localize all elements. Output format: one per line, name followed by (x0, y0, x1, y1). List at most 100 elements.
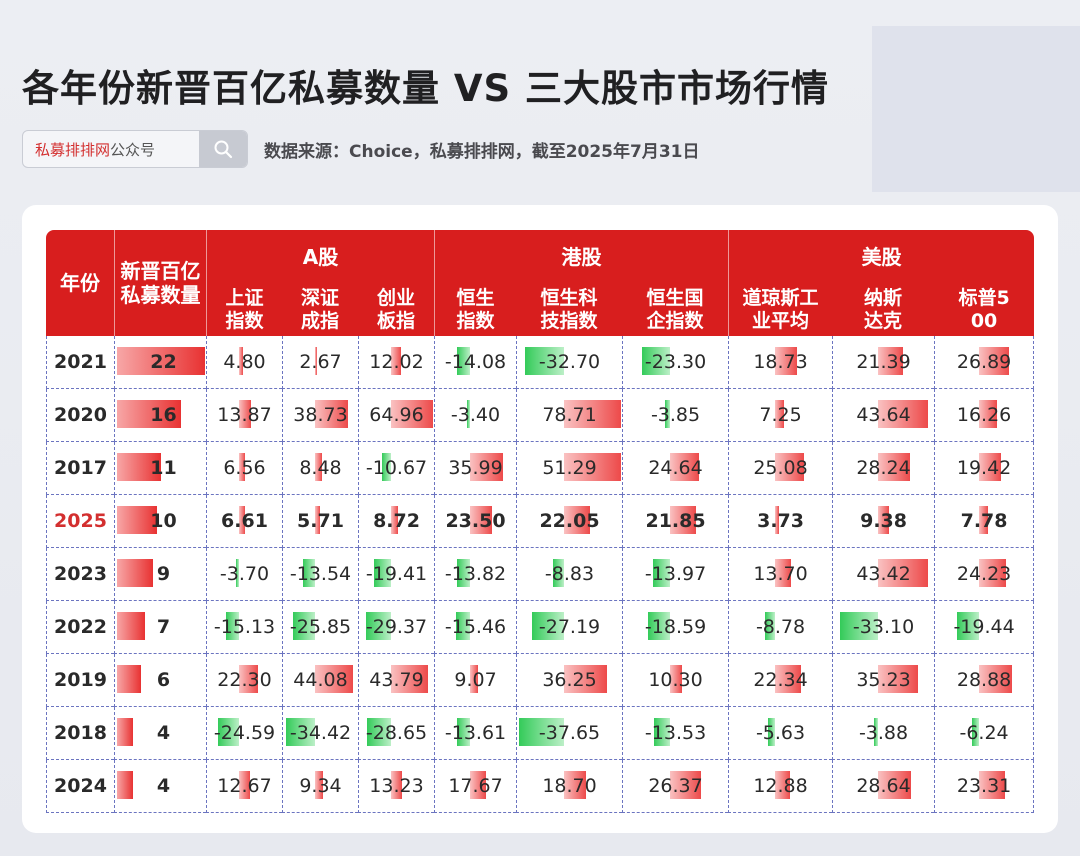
header-count-label: 新晋百亿私募数量 (120, 259, 201, 307)
value-label: -15.46 (444, 616, 507, 638)
header-column-label: 道琼斯工业平均 (742, 287, 819, 332)
negative-bar (873, 718, 879, 746)
value-label: -27.19 (538, 616, 601, 638)
positive-bar (878, 559, 928, 587)
header-group-a: A股 (206, 230, 435, 284)
header-column-label: 恒生国企指数 (646, 287, 704, 332)
count-cell: 10 (114, 495, 206, 548)
negative-bar (381, 453, 391, 481)
value-cell: 6.61 (206, 495, 282, 548)
value-cell: -34.42 (282, 707, 358, 760)
value-label: -32.70 (538, 351, 601, 373)
value-label: 35.23 (856, 669, 911, 691)
value-label: 2.67 (299, 351, 342, 373)
negative-bar (519, 718, 564, 746)
table-row: 2019 6 22.30 44.08 43.79 9.07 36.25 10.30 22.34 3… (46, 654, 1035, 707)
value-label: -28.65 (365, 722, 428, 744)
positive-bar (239, 506, 245, 534)
page-title: 各年份新晋百亿私募数量 VS 三大股市市场行情 (22, 67, 830, 110)
positive-bar (670, 506, 697, 534)
value-cell: 64.96 (358, 389, 435, 442)
value-label: 22.30 (217, 669, 272, 691)
value-label: 12.88 (753, 775, 808, 797)
value-label: -5.63 (755, 722, 806, 744)
count-bar (117, 347, 205, 375)
header-column: 恒生指数 (434, 284, 517, 336)
value-cell: 12.88 (728, 760, 833, 813)
count-bar (117, 400, 181, 428)
negative-bar (235, 559, 239, 587)
value-label: -14.08 (444, 351, 507, 373)
value-label: -3.88 (858, 722, 909, 744)
value-label: 26.89 (956, 351, 1012, 373)
value-label: 18.73 (753, 351, 808, 373)
year-cell: 2021 (46, 336, 114, 389)
value-label: -3.40 (450, 404, 501, 426)
negative-bar (768, 718, 776, 746)
value-cell: 4.80 (206, 336, 282, 389)
value-label: 3.73 (757, 510, 804, 532)
value-cell: 7.78 (934, 495, 1035, 548)
positive-bar (878, 347, 903, 375)
value-cell: 26.89 (934, 336, 1035, 389)
value-cell: -14.08 (434, 336, 517, 389)
negative-bar (525, 347, 564, 375)
count-cell: 6 (114, 654, 206, 707)
count-cell: 16 (114, 389, 206, 442)
value-cell: 12.67 (206, 760, 282, 813)
count-bar (117, 612, 145, 640)
value-label: -13.61 (444, 722, 507, 744)
value-label: 4.80 (223, 351, 266, 373)
value-label: 28.64 (856, 775, 911, 797)
value-label: -8.78 (755, 616, 806, 638)
search-box[interactable]: 私募排排网 公众号 (22, 130, 248, 168)
value-label: -25.85 (289, 616, 352, 638)
count-bar (117, 718, 133, 746)
table-row: 2025 10 6.61 5.71 8.72 23.50 22.05 21.85 3.73 9.3… (46, 495, 1035, 548)
positive-bar (670, 453, 700, 481)
positive-bar (979, 506, 988, 534)
value-cell: -13.54 (282, 548, 358, 601)
value-cell: -37.65 (516, 707, 623, 760)
positive-bar (239, 400, 251, 428)
value-cell: 13.23 (358, 760, 435, 813)
value-cell: -18.59 (622, 601, 729, 654)
value-label: 7.25 (759, 404, 802, 426)
positive-bar (878, 453, 911, 481)
header-group-hk: 港股 (434, 230, 729, 284)
value-label: 22.05 (539, 510, 600, 532)
positive-bar (979, 559, 1007, 587)
positive-bar (239, 665, 259, 693)
year-cell: 2023 (46, 548, 114, 601)
value-label: 10.30 (648, 669, 703, 691)
search-input[interactable]: 私募排排网 公众号 (23, 131, 199, 167)
positive-bar (391, 506, 399, 534)
value-label: 64.96 (369, 404, 424, 426)
table-row: 2018 4 -24.59 -34.42 -28.65 -13.61 -37.65 -13.5… (46, 707, 1035, 760)
value-cell: 23.31 (934, 760, 1035, 813)
negative-bar (764, 612, 776, 640)
value-cell: 35.99 (434, 442, 517, 495)
header-column: 道琼斯工业平均 (728, 284, 833, 336)
value-label: 9.38 (860, 510, 907, 532)
value-cell: -32.70 (516, 336, 623, 389)
header-count: 新晋百亿私募数量 (114, 230, 206, 336)
negative-bar (647, 612, 670, 640)
value-cell: 9.07 (434, 654, 517, 707)
negative-bar (840, 612, 879, 640)
value-label: 35.99 (448, 457, 503, 479)
negative-bar (292, 612, 315, 640)
value-cell: -13.53 (622, 707, 729, 760)
value-label: 43.42 (856, 563, 911, 585)
value-label: -23.30 (644, 351, 707, 373)
search-button[interactable] (199, 131, 247, 167)
positive-bar (239, 347, 244, 375)
value-cell: 9.38 (832, 495, 935, 548)
value-cell: 28.88 (934, 654, 1035, 707)
value-label: 36.25 (542, 669, 597, 691)
positive-bar (564, 506, 591, 534)
value-label: -37.65 (538, 722, 601, 744)
negative-bar (553, 559, 564, 587)
header-column: 上证指数 (206, 284, 282, 336)
count-value: 22 (150, 351, 177, 373)
